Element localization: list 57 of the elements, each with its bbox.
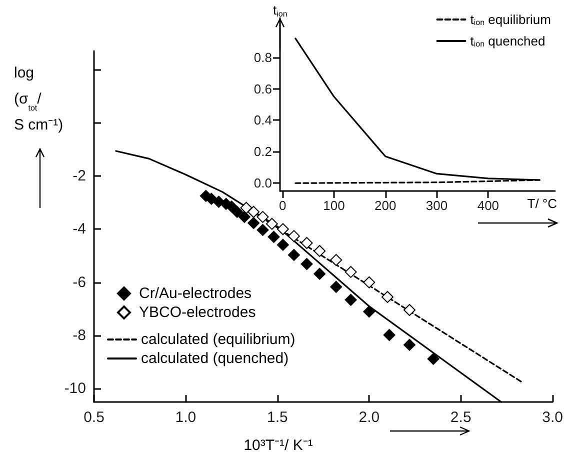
point [404,338,416,351]
point [256,224,269,236]
legend-label: tion quenched [470,34,546,48]
point [363,276,376,288]
y-tick-label: -2 [72,167,86,184]
x-axis-title: T/ °C [527,196,558,211]
x-axis-title: 10³T⁻¹/ K⁻¹ [244,437,313,454]
point [314,244,326,257]
point [276,238,289,251]
x-tick-label: 100 [323,198,345,213]
legend-label: calculated (quenched) [141,350,289,367]
legend-label: Cr/Au-electrodes [139,285,252,302]
point [314,268,326,280]
y-tick-label: 0.0 [254,176,272,191]
x-tick-label: 200 [374,198,396,213]
x-tick-label: 1.0 [175,409,196,426]
point [344,266,357,278]
point [427,352,440,365]
point [383,328,396,341]
y-tick-label: 0.2 [254,144,272,160]
point [330,254,342,266]
point [240,202,252,214]
point [238,210,250,223]
point [363,306,376,318]
y-tick-label: -4 [72,220,86,238]
x-tick-label: 3.0 [542,409,564,426]
point [288,248,300,261]
x-tick-label: 400 [477,198,500,213]
point [266,218,278,230]
point [288,230,300,242]
point [268,230,280,243]
y-tick-label: 0.4 [254,112,272,128]
x-tick-label: 0.5 [84,409,104,426]
point [381,290,394,303]
y-tick-label: 0.8 [254,50,272,65]
x-tick-label: 1.5 [267,409,288,426]
y-tick-label: 0.6 [254,81,272,96]
legend-label: calculated (equilibrium) [141,331,296,348]
x-tick-label: 2.0 [358,409,380,426]
y-tick-label: -10 [64,380,86,398]
point [248,217,260,230]
point [330,280,342,293]
x-tick-label: 300 [426,198,448,213]
point [231,206,244,218]
x-tick-label: 0 [278,198,286,213]
point [404,304,416,316]
y-tick-label: -8 [72,327,86,344]
point [248,206,260,218]
point [344,294,357,306]
x-tick-label: 2.5 [450,409,472,426]
point [276,223,289,236]
y-tick-label: -6 [72,274,86,291]
point [256,210,269,223]
legend-label: tion equilibrium [470,12,552,27]
legend-label: YBCO-electrodes [139,304,256,321]
point [300,258,313,270]
point [300,236,313,249]
